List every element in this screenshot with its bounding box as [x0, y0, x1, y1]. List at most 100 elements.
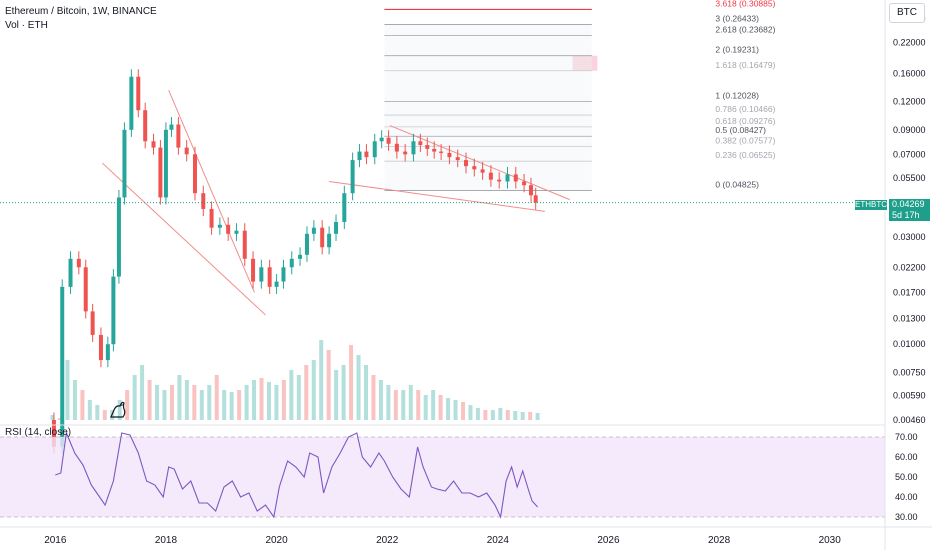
- volume-bar: [244, 385, 249, 420]
- volume-bar: [177, 375, 182, 420]
- fib-level-label: 0.786 (0.10466): [715, 104, 775, 114]
- candle-body: [68, 258, 73, 287]
- volume-bar: [446, 398, 451, 420]
- candle-body: [455, 157, 460, 161]
- volume-bar: [72, 380, 77, 420]
- y-tick-label: 0.02200: [893, 262, 926, 272]
- rsi-line: [55, 430, 539, 519]
- candle-countdown: 5d 17h: [892, 210, 920, 220]
- symbol-badge: ETHBTC: [855, 200, 887, 210]
- candle-body: [158, 147, 163, 198]
- candle-body: [192, 154, 197, 194]
- volume-bar: [528, 412, 533, 420]
- candle-body: [488, 172, 493, 180]
- last-price-tag: 0.04269 5d 17h: [889, 199, 930, 221]
- currency-button[interactable]: BTC: [889, 3, 925, 23]
- candle-body: [327, 233, 332, 248]
- candle-body: [90, 311, 95, 335]
- volume-bar: [326, 350, 331, 420]
- y-tick-label: 0.01300: [893, 314, 926, 324]
- candle-body: [411, 141, 416, 155]
- volume-bar: [513, 411, 518, 420]
- volume-bar: [438, 395, 443, 420]
- candle-body: [439, 151, 444, 153]
- volume-bar: [207, 385, 212, 420]
- volume-bar: [274, 385, 279, 420]
- rsi-tick-label: 40.00: [895, 492, 918, 502]
- y-tick-label: 0.00750: [893, 367, 926, 377]
- candle-body: [143, 110, 148, 142]
- volume-bar: [117, 400, 122, 420]
- candle-body: [111, 276, 116, 345]
- candle-body: [209, 208, 214, 228]
- fib-level-label: 0.382 (0.07577): [715, 136, 775, 146]
- fib-levels-group: 3.618 (0.30885) 3 (0.26433)2.618 (0.23682…: [384, 0, 776, 192]
- volume-bar: [334, 370, 339, 420]
- candle-body: [234, 230, 239, 234]
- fib-level-label: 2 (0.19231): [715, 45, 759, 55]
- candle-body: [281, 267, 286, 282]
- symbol-title[interactable]: Ethereum / Bitcoin, 1W, BINANCE: [5, 6, 157, 17]
- candle-body: [334, 221, 339, 234]
- candle-body: [116, 197, 121, 277]
- volume-bar: [371, 375, 376, 420]
- x-tick-label: 2030: [819, 535, 842, 546]
- volume-bar: [498, 408, 503, 420]
- rsi-panel-group: [0, 430, 885, 519]
- volume-bar: [423, 395, 428, 420]
- tradingview-logo-icon[interactable]: [108, 398, 130, 420]
- volume-bar: [214, 375, 219, 420]
- volume-bar: [319, 340, 324, 420]
- y-tick-label: 0.05500: [893, 173, 926, 183]
- volume-bar: [102, 410, 107, 420]
- volume-bar: [184, 380, 189, 420]
- fib-level-label: 0.618 (0.09276): [715, 116, 775, 126]
- volume-bar: [169, 385, 174, 420]
- fib-level-label: 3 (0.26433): [715, 14, 759, 24]
- candle-body: [226, 224, 231, 234]
- volume-bar: [468, 405, 473, 420]
- y-tick-label: 0.22000: [893, 38, 926, 48]
- x-tick-label: 2026: [597, 535, 620, 546]
- candle-body: [350, 160, 355, 194]
- candle-body: [403, 151, 408, 155]
- candle-body: [342, 193, 347, 222]
- fib-level-label: 0.236 (0.06525): [715, 150, 775, 160]
- volume-bar: [65, 360, 70, 420]
- volume-bar: [431, 390, 436, 420]
- candle-body: [311, 227, 316, 234]
- volume-bar: [192, 385, 197, 420]
- rsi-legend[interactable]: RSI (14, close): [5, 427, 72, 438]
- volume-bar: [147, 380, 152, 420]
- y-tick-label: 0.12000: [893, 97, 926, 107]
- fib-level-label: 1 (0.12028): [715, 90, 759, 100]
- volume-bar: [408, 385, 413, 420]
- volume-bar: [475, 408, 480, 420]
- volume-legend[interactable]: Vol · ETH: [5, 20, 48, 31]
- candle-body: [136, 76, 141, 111]
- rsi-band: [0, 437, 885, 517]
- candle-body: [372, 141, 377, 158]
- volume-bar: [155, 385, 160, 420]
- candle-body: [529, 185, 533, 196]
- volume-bar: [520, 412, 525, 420]
- candle-body: [357, 151, 362, 161]
- volume-bar: [490, 410, 495, 420]
- volume-bar: [378, 380, 383, 420]
- fib-level-label: 0 (0.04825): [715, 180, 759, 190]
- volume-bar: [266, 382, 271, 420]
- y-tick-label: 0.01700: [893, 287, 926, 297]
- price-series-group: [0, 69, 885, 454]
- candle-body: [447, 152, 452, 158]
- candle-body: [267, 267, 272, 287]
- candle-body: [505, 174, 510, 182]
- candle-body: [76, 258, 81, 268]
- candle-body: [98, 334, 103, 361]
- volume-bar: [162, 390, 167, 420]
- volume-bar: [296, 375, 301, 420]
- candle-body: [425, 145, 430, 149]
- y-tick-label: 0.09000: [893, 125, 926, 135]
- x-tick-label: 2018: [155, 535, 178, 546]
